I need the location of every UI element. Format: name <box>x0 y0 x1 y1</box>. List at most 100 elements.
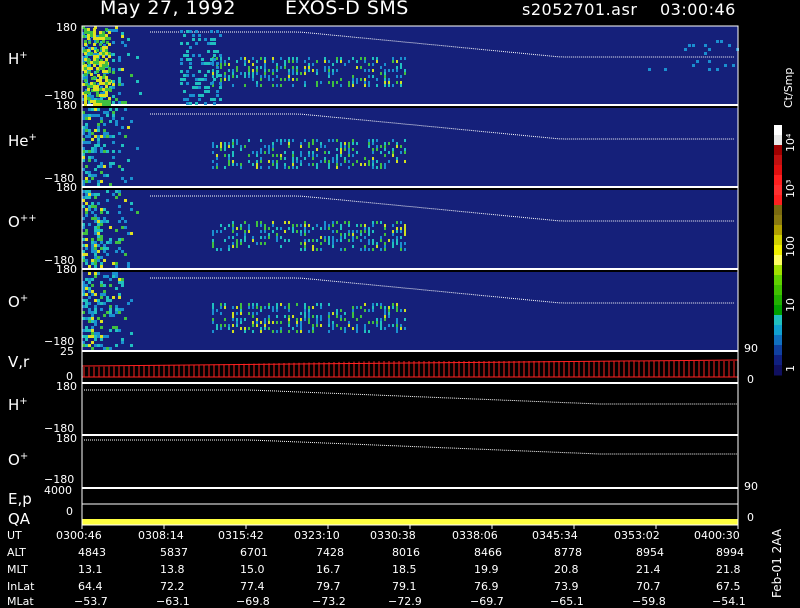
spectrogram-pixel <box>228 157 230 160</box>
spectrogram-pixel <box>224 154 226 157</box>
spectrogram-pixel <box>212 330 214 333</box>
spectrogram-pixel <box>228 75 230 78</box>
spectrogram-pixel <box>88 308 91 311</box>
spectrogram-pixel <box>300 327 302 330</box>
orbit-row-label: UT <box>7 529 22 542</box>
spectrogram-pixel <box>288 306 290 309</box>
spectrogram-pixel <box>360 315 362 318</box>
spectrogram-pixel <box>93 37 96 40</box>
spectrogram-pixel <box>392 154 394 157</box>
spectrogram-pixel <box>312 239 314 242</box>
spectrogram-pixel <box>240 57 242 60</box>
spectrogram-pixel <box>256 81 258 84</box>
spectrogram-pixel <box>380 239 382 242</box>
spectrogram-pixel <box>264 75 266 78</box>
spectrogram-pixel <box>103 174 106 177</box>
spectrogram-pixel <box>300 151 302 154</box>
spectrogram-pixel <box>198 54 201 57</box>
spectrogram-pixel <box>103 132 106 135</box>
spectrogram-pixel <box>372 309 374 312</box>
spectrogram-pixel <box>100 281 103 284</box>
spectrogram-pixel <box>296 324 298 327</box>
spectrogram-pixel <box>704 44 707 47</box>
spectrogram-pixel <box>112 86 115 89</box>
spectrogram-pixel <box>224 60 226 63</box>
spectrogram-pixel <box>352 230 354 233</box>
spectrogram-pixel <box>94 47 97 50</box>
spectrogram-pixel <box>356 160 358 163</box>
spectrogram-pixel <box>304 69 306 72</box>
spectrogram-pixel <box>364 163 366 166</box>
spectrogram-pixel <box>264 230 266 233</box>
plot-date: May 27, 1992 <box>100 0 236 19</box>
spectrogram-pixel <box>340 327 342 330</box>
spectrogram-pixel <box>364 309 366 312</box>
spectrogram-pixel <box>85 302 88 305</box>
spectrogram-pixel <box>82 284 85 287</box>
spectrogram-pixel <box>348 230 350 233</box>
spectrogram-pixel <box>220 60 222 63</box>
spectrogram-pixel <box>112 262 115 265</box>
spectrogram-pixel <box>94 250 97 253</box>
spectrogram-pixel <box>348 321 350 324</box>
spectrogram-pixel <box>300 224 302 227</box>
spectrogram-pixel <box>212 303 214 306</box>
spectrogram-pixel <box>340 145 342 148</box>
spectrogram-pixel <box>300 321 302 324</box>
spectrogram-pixel <box>103 92 106 95</box>
spectrogram-pixel <box>328 239 330 242</box>
spectrogram-pixel <box>105 85 108 88</box>
spectrogram-pixel <box>296 66 298 69</box>
spectrogram-pixel <box>344 236 346 239</box>
spectrogram-pixel <box>300 233 302 236</box>
spectrogram-pixel <box>352 154 354 157</box>
spectrogram-pixel <box>115 26 118 29</box>
spectrogram-pixel <box>304 224 306 227</box>
spectrogram-pixel <box>232 84 234 87</box>
spectrogram-pixel <box>348 60 350 63</box>
spectrogram-pixel <box>87 37 90 40</box>
spectrogram-pixel <box>364 303 366 306</box>
spectrogram-pixel <box>130 120 133 123</box>
spectrogram-pixel <box>109 165 112 168</box>
spectrogram-pixel <box>212 239 214 242</box>
spectrogram-pixel <box>288 78 290 81</box>
spectrogram-pixel <box>232 315 234 318</box>
spectrogram-pixel <box>232 154 234 157</box>
spectrogram-pixel <box>300 324 302 327</box>
spectrogram-pixel <box>130 74 133 77</box>
spectrogram-pixel <box>256 242 258 245</box>
spectrogram-pixel <box>88 311 91 314</box>
spectrogram-pixel <box>127 302 130 305</box>
spectrogram-pixel <box>213 50 216 53</box>
spectrogram-pixel <box>380 327 382 330</box>
orbit-cell: 20.8 <box>554 563 579 576</box>
spectrogram-pixel <box>252 321 254 324</box>
spectrogram-pixel <box>82 341 85 344</box>
spectrogram-pixel <box>332 321 334 324</box>
spectrogram-pixel <box>82 68 85 71</box>
spectrogram-pixel <box>404 309 406 312</box>
spectrogram-pixel <box>304 139 306 142</box>
spectrogram-pixel <box>232 306 234 309</box>
spectrogram-pixel <box>127 38 130 41</box>
spectrogram-pixel <box>112 135 115 138</box>
spectrogram-pixel <box>96 70 99 73</box>
spectrogram-pixel <box>368 330 370 333</box>
spectrogram-pixel <box>328 318 330 321</box>
spectrogram-pixel <box>364 81 366 84</box>
spectrogram-pixel <box>121 308 124 311</box>
orbit-cell: 8954 <box>636 546 664 559</box>
spectrogram-pixel <box>268 318 270 321</box>
spectrogram-pixel <box>296 57 298 60</box>
spectrogram-pixel <box>91 95 94 98</box>
spectrogram-pixel <box>356 230 358 233</box>
spectrogram-pixel <box>252 324 254 327</box>
colorbar-swatch <box>774 145 782 156</box>
spectrogram-pixel <box>105 103 108 106</box>
spectrogram-pixel <box>312 324 314 327</box>
spectrogram-pixel <box>87 88 90 91</box>
spectrogram-pixel <box>82 83 85 86</box>
spectrogram-pixel <box>124 180 127 183</box>
spectrogram-pixel <box>380 72 382 75</box>
